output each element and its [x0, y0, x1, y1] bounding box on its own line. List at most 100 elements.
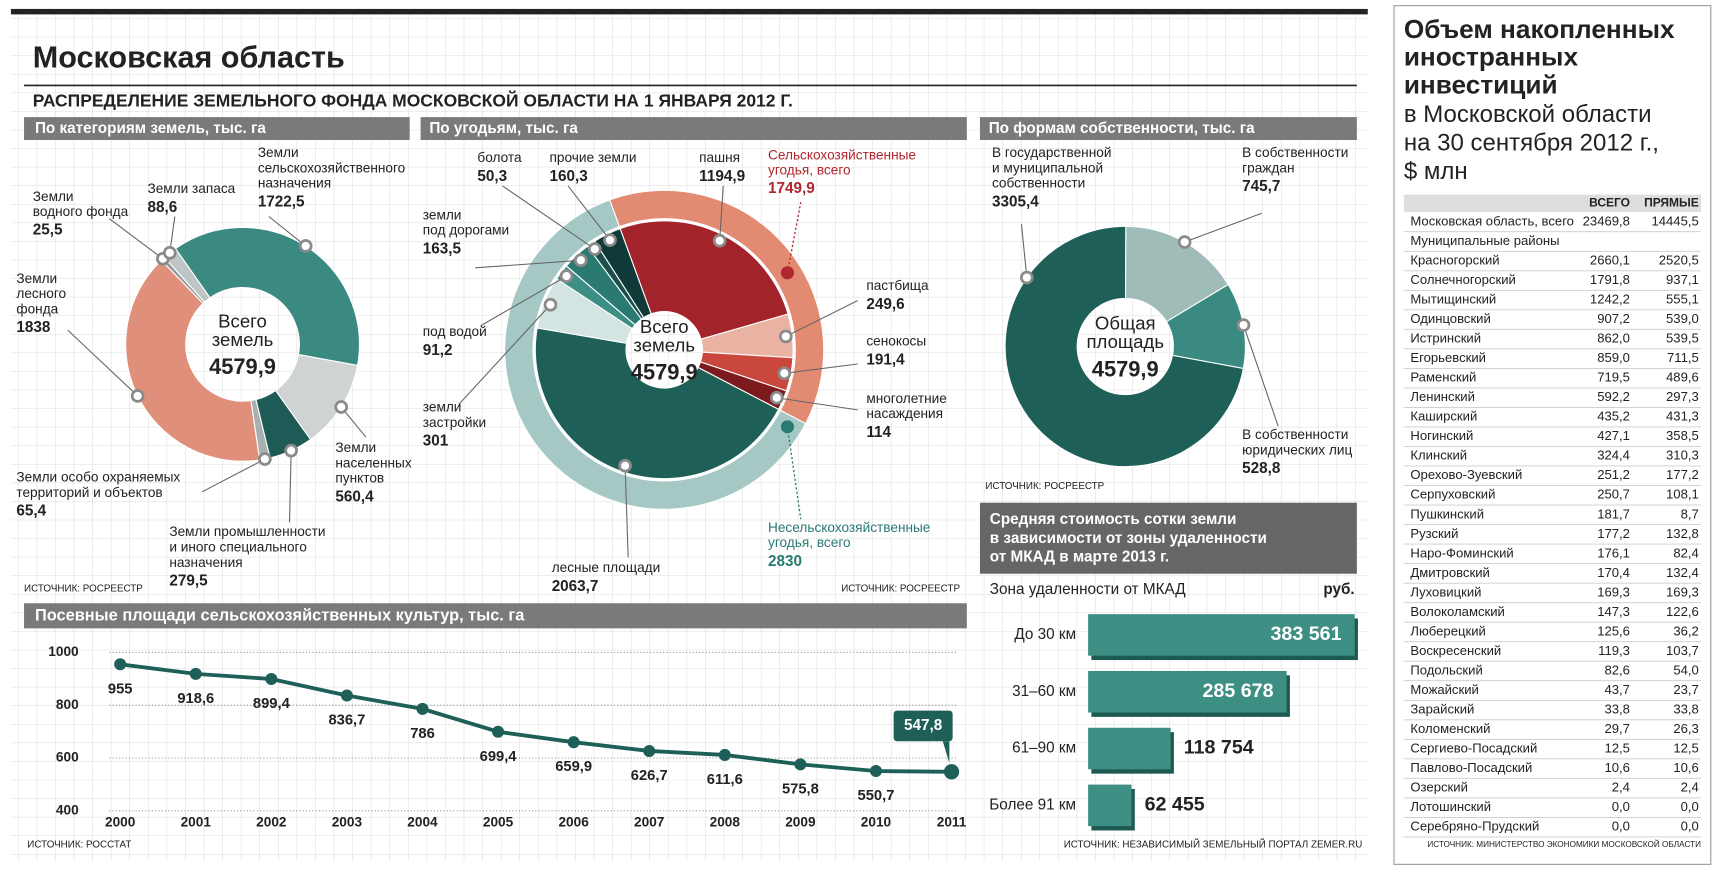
leader-line — [624, 465, 629, 558]
leader-dot — [587, 242, 602, 256]
chart-title: Посевные площади сельскохозяйственных ку… — [35, 607, 525, 625]
table-cell-number: 0,0 — [1681, 819, 1699, 834]
unit-label: руб. — [1323, 581, 1354, 598]
center-total: 4579,9 — [209, 354, 276, 379]
table-cell-name: Люберецкий — [1410, 623, 1485, 638]
slice-label: Земли водного фонда — [33, 188, 129, 218]
table-cell-number: 907,2 — [1597, 311, 1630, 326]
slice-label: земли застройки — [423, 399, 486, 429]
table-cell-name: Каширский — [1410, 409, 1477, 424]
slice-label: В собственности юридических лиц — [1242, 427, 1352, 457]
table-cell-number: 0,0 — [1612, 799, 1630, 814]
table-cell-name: Одинцовский — [1410, 311, 1490, 326]
table-cell-name: Истринский — [1410, 331, 1481, 346]
table-cell-number: 12,5 — [1673, 741, 1698, 756]
table-cell-number: 2,4 — [1612, 780, 1630, 795]
slice-value: 301 — [423, 433, 449, 450]
data-label: 550,7 — [858, 788, 895, 804]
table-cell-name: Егорьевский — [1410, 350, 1486, 365]
slice-label: В собственности граждан — [1242, 145, 1348, 175]
table-cell-number: 0,0 — [1612, 819, 1630, 834]
leader-line — [1184, 212, 1262, 243]
table-subtitle: в Московской области на 30 сентября 2012 … — [1404, 101, 1659, 185]
table-title: Объем накопленных иностранных инвестиций — [1404, 14, 1675, 100]
table-cell-number: 14445,5 — [1651, 213, 1698, 228]
table-cell-name: Павлово-Посадский — [1410, 760, 1532, 775]
data-point — [265, 672, 278, 685]
data-label: 659,9 — [555, 759, 592, 775]
donut-slice — [619, 220, 789, 340]
slice-value: 50,3 — [477, 168, 507, 185]
x-tick-label: 2003 — [332, 814, 363, 829]
slice-label: В государственной и муниципальной собствен… — [992, 145, 1112, 191]
slice-label: болота — [477, 150, 522, 165]
leader-line — [1242, 324, 1279, 427]
table-cell-number: 539,5 — [1666, 331, 1699, 346]
leader-line — [480, 275, 567, 327]
table-cell-name: Воскресенский — [1410, 643, 1501, 658]
x-tick-label: 2007 — [634, 814, 664, 829]
slice-value: 25,5 — [33, 222, 63, 239]
leader-dot — [258, 452, 272, 466]
column-header: ПРЯМЫЕ — [1644, 196, 1699, 210]
leader-line — [475, 259, 581, 269]
slice-value: 160,3 — [550, 168, 588, 185]
slice-value: 249,6 — [866, 296, 904, 313]
data-point — [416, 702, 429, 715]
leader-dot — [559, 269, 574, 283]
leader-line — [784, 363, 858, 374]
data-point — [114, 658, 127, 671]
slice-label: сенокосы — [866, 334, 926, 349]
table-cell-number: 119,3 — [1598, 643, 1630, 658]
slice-value: 1722,5 — [258, 193, 305, 210]
table-cell-name: Муниципальные районы — [1410, 233, 1559, 248]
center-total: 4579,9 — [1092, 356, 1159, 381]
leader-line — [719, 185, 724, 241]
data-point — [189, 667, 202, 680]
x-tick-label: 2010 — [861, 814, 892, 829]
table-cell-number: 435,2 — [1597, 409, 1630, 424]
slice-label: Несельскохозяйственные угодья, всего — [768, 519, 930, 549]
leader-dot — [1177, 235, 1192, 249]
slice-value: 88,6 — [147, 199, 177, 216]
leader-line — [776, 397, 858, 411]
leader-dot — [1236, 318, 1251, 332]
table-cell-number: 43,7 — [1604, 682, 1629, 697]
slice-label: под водой — [423, 324, 487, 339]
leader-line — [67, 329, 139, 397]
table-cell-number: 170,4 — [1597, 565, 1630, 580]
leader-dot — [777, 366, 792, 381]
source-note: ИСТОЧНИК: РОССТАТ — [27, 839, 131, 850]
table-cell-number: 177,2 — [1666, 467, 1699, 482]
table-cell-name: Мытищинский — [1410, 292, 1496, 307]
slice-value: 279,5 — [169, 572, 208, 589]
table-cell-name: Зарайский — [1410, 701, 1474, 716]
slice-label: многолетние насаждения — [866, 391, 947, 421]
table-cell-number: 36,2 — [1673, 623, 1698, 638]
section-header — [979, 502, 1357, 574]
table-cell-name: Ленинский — [1410, 389, 1475, 404]
section-header — [24, 117, 410, 141]
x-tick-label: 2005 — [483, 814, 514, 829]
table-cell-name: Солнечногорский — [1410, 272, 1515, 287]
slice-value: 528,8 — [1242, 460, 1281, 477]
leader-dot — [779, 329, 793, 344]
slice-label: Земли населенных пунктов — [335, 440, 411, 486]
data-point — [869, 765, 882, 778]
table-cell-number: 33,8 — [1604, 701, 1629, 716]
table-cell-number: 29,7 — [1604, 721, 1629, 736]
table-cell-number: 862,0 — [1597, 331, 1630, 346]
table-cell-number: 297,3 — [1666, 389, 1699, 404]
section-header — [24, 603, 967, 629]
table-cell-name: Озерский — [1410, 780, 1468, 795]
data-point — [492, 725, 505, 738]
table-panel — [1393, 5, 1712, 865]
section-header — [420, 117, 967, 141]
data-point — [643, 744, 656, 757]
table-cell-number: 12,5 — [1604, 741, 1629, 756]
table-cell-number: 169,3 — [1597, 584, 1630, 599]
table-cell-name: Дмитровский — [1410, 565, 1489, 580]
table-cell-number: 358,5 — [1666, 428, 1699, 443]
data-label: 611,6 — [707, 772, 743, 788]
